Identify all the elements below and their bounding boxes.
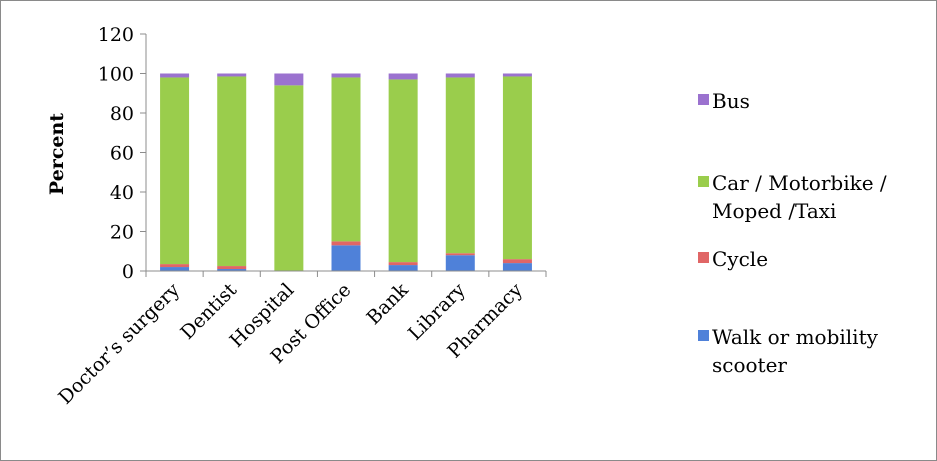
bar-segment xyxy=(274,73,304,86)
bar-segment xyxy=(445,253,475,256)
bar-segment xyxy=(217,73,247,77)
legend-label-line: scooter xyxy=(712,353,787,377)
bar-segment xyxy=(502,73,532,77)
legend-label-line: Cycle xyxy=(712,247,768,271)
bar-segment xyxy=(160,73,190,78)
y-axis-title: Percent xyxy=(46,113,68,195)
y-tick-label: 60 xyxy=(110,143,134,165)
bars-layer xyxy=(160,73,532,271)
legend-label-line: Bus xyxy=(712,89,750,113)
legend: Bus Car / Motorbike / Moped /Taxi Cycle Walk… xyxy=(698,89,887,377)
bar-segment xyxy=(331,241,361,246)
legend-label: Walk or mobility scooter xyxy=(712,325,879,377)
legend-label-line: Car / Motorbike / xyxy=(712,171,887,195)
y-tick-label: 80 xyxy=(110,103,134,125)
bar-segment xyxy=(331,245,361,271)
legend-label-line: Walk or mobility xyxy=(712,325,879,349)
bar-segment xyxy=(388,262,418,266)
x-category-label: Bank xyxy=(362,279,413,330)
y-tick-label: 100 xyxy=(98,64,134,86)
y-tick-label: 0 xyxy=(122,261,134,283)
bar-segment xyxy=(217,269,247,271)
y-tick-label: 120 xyxy=(98,24,134,46)
bar-segment xyxy=(502,76,532,260)
bar-segment xyxy=(217,266,247,270)
bar-segment xyxy=(160,77,190,265)
bar-segment xyxy=(388,79,418,263)
bar-segment xyxy=(160,267,190,271)
legend-swatch xyxy=(698,94,709,105)
bar-segment xyxy=(445,77,475,254)
legend-swatch xyxy=(698,176,709,187)
bar-segment xyxy=(445,255,475,271)
y-tick-label: 20 xyxy=(110,222,134,244)
x-category-label: Doctor’s surgery xyxy=(54,279,184,409)
bar-segment xyxy=(217,76,247,267)
bar-segment xyxy=(502,263,532,271)
bar-segment xyxy=(160,264,190,268)
bar-segment xyxy=(388,265,418,271)
bar-segment xyxy=(331,77,361,242)
bar-segment xyxy=(274,85,304,271)
legend-label: Cycle xyxy=(712,247,768,271)
bar-segment xyxy=(331,73,361,78)
legend-swatch xyxy=(698,252,709,263)
y-tick-label: 40 xyxy=(110,182,134,204)
bar-segment xyxy=(502,259,532,264)
bar-segment xyxy=(388,73,418,80)
legend-label: Bus xyxy=(712,89,750,113)
legend-label-line: Moped /Taxi xyxy=(712,199,836,223)
legend-label: Car / Motorbike / Moped /Taxi xyxy=(712,171,887,223)
bar-segment xyxy=(445,73,475,78)
legend-swatch xyxy=(698,330,709,341)
